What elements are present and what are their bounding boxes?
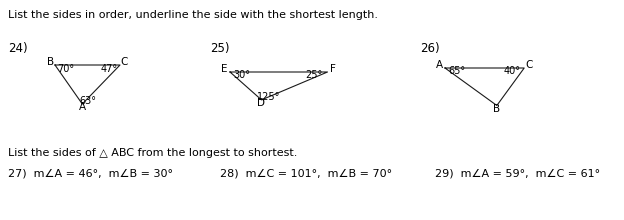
- Text: 27)  m∠A = 46°,  m∠B = 30°: 27) m∠A = 46°, m∠B = 30°: [8, 168, 173, 178]
- Text: 65°: 65°: [448, 66, 465, 77]
- Text: A: A: [79, 103, 86, 112]
- Text: 29)  m∠A = 59°,  m∠C = 61°: 29) m∠A = 59°, m∠C = 61°: [435, 168, 600, 178]
- Text: 63°: 63°: [80, 97, 97, 106]
- Text: 24): 24): [8, 42, 27, 55]
- Text: 25°: 25°: [305, 70, 323, 80]
- Text: C: C: [121, 57, 129, 67]
- Text: 30°: 30°: [233, 70, 250, 80]
- Text: 28)  m∠C = 101°,  m∠B = 70°: 28) m∠C = 101°, m∠B = 70°: [220, 168, 392, 178]
- Text: F: F: [330, 64, 336, 74]
- Text: List the sides in order, underline the side with the shortest length.: List the sides in order, underline the s…: [8, 10, 378, 20]
- Text: D: D: [258, 98, 265, 108]
- Text: List the sides of △ ABC from the longest to shortest.: List the sides of △ ABC from the longest…: [8, 148, 298, 158]
- Text: 40°: 40°: [504, 66, 520, 77]
- Text: 70°: 70°: [57, 64, 74, 73]
- Text: B: B: [494, 104, 500, 114]
- Text: B: B: [47, 57, 54, 67]
- Text: C: C: [525, 60, 533, 70]
- Text: E: E: [222, 64, 228, 74]
- Text: 26): 26): [420, 42, 440, 55]
- Text: 125°: 125°: [256, 92, 280, 102]
- Text: A: A: [436, 60, 444, 70]
- Text: 47°: 47°: [101, 64, 118, 73]
- Text: 25): 25): [210, 42, 230, 55]
